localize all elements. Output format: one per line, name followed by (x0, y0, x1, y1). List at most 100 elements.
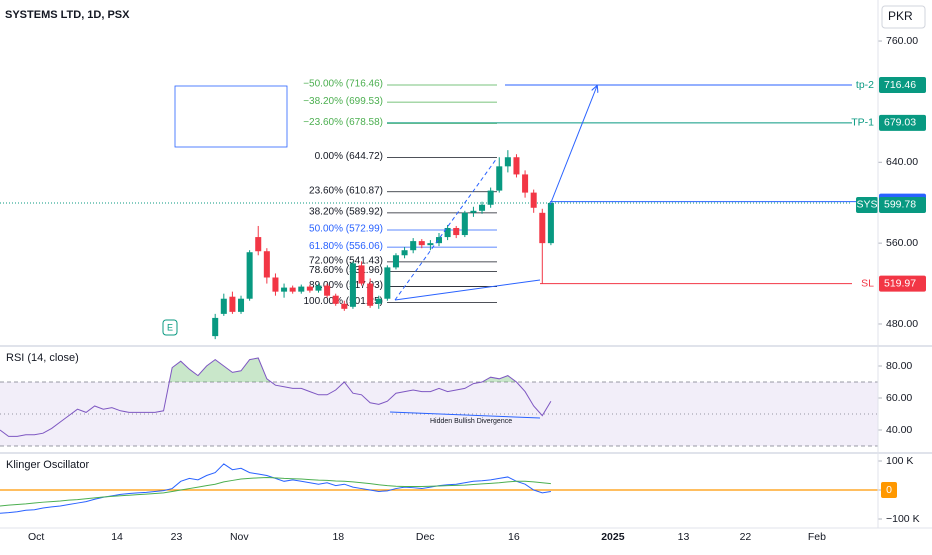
candle-body (246, 252, 253, 299)
y-tick-label: 760.00 (886, 35, 918, 47)
currency: PKR (888, 9, 913, 23)
candle-body (289, 287, 296, 292)
candle-body (263, 251, 270, 278)
divergence-line (389, 411, 541, 419)
zero-label-box (881, 482, 897, 499)
x-tick-label: Nov (230, 531, 249, 543)
x-tick-label: 13 (678, 531, 690, 543)
currency-box[interactable] (881, 5, 926, 29)
candle-body (513, 157, 520, 175)
price-name: tp-2 (856, 79, 874, 91)
price-value: 519.97 (884, 277, 916, 289)
trade-box (174, 85, 288, 148)
indicator-line (0, 477, 551, 507)
y-tick-label: 100 K (886, 455, 913, 467)
price-name: SYS (856, 199, 877, 211)
y-tick-label: 80.00 (886, 360, 912, 372)
candle-body (384, 267, 391, 299)
price-box (879, 114, 926, 131)
y-tick-label: 0 (886, 484, 892, 496)
candle-body (418, 241, 425, 246)
divergence-label: Hidden Bullish Divergence (430, 418, 512, 425)
candle-body (470, 210, 477, 213)
candle-body (410, 241, 417, 251)
arrow (549, 86, 597, 206)
candle-body (341, 303, 348, 309)
indicator-line (0, 357, 552, 437)
earnings-icon: E (162, 319, 178, 336)
candle-body (530, 192, 537, 208)
fib-label: −23.60% (678.58) (303, 117, 383, 128)
candle-body (435, 237, 443, 244)
symbol-title: SYSTEMS LTD, 1D, PSX (5, 9, 130, 21)
candle-body (547, 202, 554, 244)
fib-label: 89.00% (517.03) (309, 280, 383, 291)
overbought-fill (0, 358, 551, 382)
fib-label: 72.00% (541.43) (309, 256, 383, 267)
candle-body (504, 157, 511, 167)
candle-body (324, 285, 331, 296)
y-tick-label: 560.00 (886, 237, 918, 249)
candle-body (238, 298, 245, 312)
price-value: 716.46 (884, 79, 916, 91)
x-tick-label: 18 (332, 531, 344, 543)
fib-label: 50.00% (572.99) (309, 224, 383, 235)
fib-label: 61.80% (556.06) (309, 241, 383, 252)
candle-body (479, 204, 486, 211)
trendline (394, 279, 541, 301)
candle-body (212, 317, 219, 337)
candle-body (272, 277, 279, 292)
price-value: 679.03 (884, 117, 916, 129)
y-tick-label: −100 K (886, 513, 920, 525)
candle-body (315, 285, 322, 291)
fib-label: 38.20% (589.92) (309, 207, 383, 218)
trend-dashed (394, 157, 498, 301)
x-tick-label: Feb (808, 531, 826, 543)
x-tick-label: 14 (111, 531, 123, 543)
fib-label: 23.60% (610.87) (309, 185, 383, 196)
price-name: TP-1 (851, 117, 874, 129)
y-tick-label: 60.00 (886, 392, 912, 404)
x-tick-label: 22 (740, 531, 752, 543)
candle-body (255, 237, 262, 252)
y-tick-label: 640.00 (886, 156, 918, 168)
candle-body (367, 283, 374, 306)
candle-body (487, 190, 494, 205)
indicator-line (0, 463, 551, 514)
candle-body (229, 296, 236, 312)
price-box (879, 275, 926, 292)
candle-body (444, 227, 451, 238)
fib-label: 78.60% (531.96) (309, 265, 383, 276)
fib-label: −50.00% (716.46) (303, 79, 383, 90)
pane-title: Klinger Oscillator (6, 459, 89, 471)
fib-label: 100.00% (501.25) (303, 296, 383, 307)
candle-body (522, 174, 529, 193)
candle-body (349, 263, 356, 307)
fib-label: −38.20% (699.53) (303, 96, 383, 107)
candle-body (358, 265, 365, 284)
x-tick-label: Oct (28, 531, 44, 543)
candle-body (220, 298, 227, 314)
price-box (879, 77, 926, 94)
y-tick-label: 480.00 (886, 318, 918, 330)
price-value: 599.78 (884, 199, 916, 211)
candle-body (332, 295, 339, 304)
candle-body (427, 243, 434, 246)
candle-body (539, 212, 546, 244)
x-tick-label: Dec (416, 531, 435, 543)
x-tick-label: 2025 (601, 531, 625, 543)
x-tick-label: 16 (508, 531, 520, 543)
pane-title: RSI (14, close) (6, 352, 79, 364)
candle-body (461, 212, 468, 236)
candle-body (496, 166, 503, 191)
fib-label: 0.00% (644.72) (315, 151, 383, 162)
candle-body (281, 287, 288, 292)
candle-body (375, 298, 382, 304)
name-box (856, 196, 878, 213)
price-box (879, 196, 926, 213)
candle-body (401, 250, 408, 256)
candle-body (298, 286, 305, 292)
price-name: SL (861, 277, 874, 289)
